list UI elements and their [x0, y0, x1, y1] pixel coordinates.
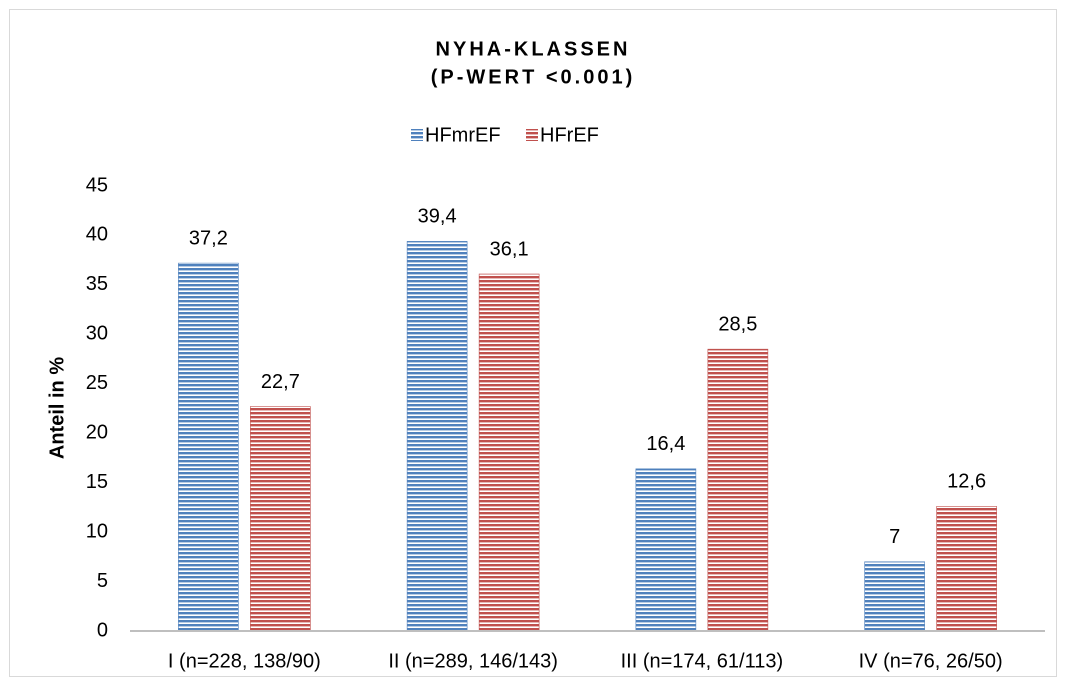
- x-tick-label: III (n=174, 61/113): [621, 650, 784, 672]
- bar: [406, 241, 468, 632]
- y-tick-label: 45: [86, 174, 108, 196]
- data-label: 16,4: [646, 433, 685, 455]
- legend-label: HFrEF: [540, 124, 599, 146]
- chart-subtitle: (P-WERT <0.001): [431, 66, 635, 88]
- bar: [864, 561, 925, 632]
- x-tick-label: II (n=289, 146/143): [388, 650, 558, 672]
- y-tick-label: 25: [86, 372, 108, 394]
- data-label: 22,7: [261, 371, 300, 393]
- bar: [635, 468, 697, 632]
- legend-swatch: [526, 129, 538, 141]
- legend-label: HFmrEF: [425, 124, 501, 146]
- y-tick-label: 40: [86, 224, 108, 246]
- x-tick-label: IV (n=76, 26/50): [859, 650, 1003, 672]
- y-tick-label: 0: [97, 619, 108, 641]
- y-tick-label: 15: [86, 471, 108, 493]
- y-tick-label: 10: [86, 520, 108, 542]
- y-tick-label: 30: [86, 323, 108, 345]
- y-tick-label: 35: [86, 273, 108, 295]
- data-label: 12,6: [947, 471, 986, 493]
- y-tick-label: 5: [97, 570, 108, 592]
- chart-title: NYHA-KLASSEN: [436, 38, 631, 60]
- legend-swatch: [411, 129, 423, 141]
- y-axis-label: Anteil in %: [46, 357, 68, 459]
- x-tick-label: I (n=228, 138/90): [168, 650, 321, 672]
- data-label: 28,5: [718, 313, 757, 335]
- data-label: 39,4: [418, 206, 457, 228]
- bar: [478, 273, 540, 632]
- bar: [707, 348, 769, 632]
- bar: [178, 262, 239, 632]
- data-label: 7: [889, 526, 900, 548]
- y-tick-label: 20: [86, 422, 108, 444]
- data-label: 36,1: [490, 238, 529, 260]
- bar: [250, 406, 311, 632]
- data-label: 37,2: [189, 227, 228, 249]
- bar: [936, 506, 997, 632]
